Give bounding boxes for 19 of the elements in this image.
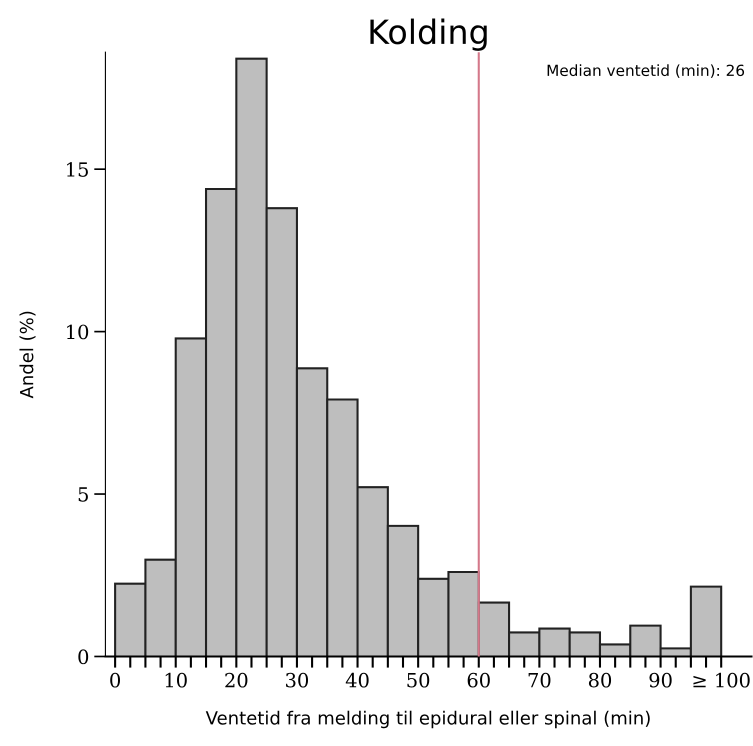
y-axis-title: Andel (%) (19, 312, 36, 398)
x-tick-label: 40 (346, 672, 369, 688)
x-axis-title: Ventetid fra melding til epidural eller spinal (min) (206, 710, 650, 728)
x-tick-label: 90 (649, 672, 672, 688)
x-tick-label: 80 (588, 672, 612, 688)
x-tick-label: ≥ 100 (693, 672, 750, 688)
y-tick-label: 0 (78, 649, 88, 664)
x-tick-label: 20 (225, 672, 248, 688)
x-tick-label: 0 (110, 672, 120, 688)
x-tick-label: 10 (166, 672, 187, 688)
y-tick-label: 15 (67, 162, 88, 177)
chart-title: Kolding (370, 18, 487, 51)
x-tick-label: 70 (528, 672, 550, 688)
x-tick-label: 30 (286, 672, 308, 688)
x-tick-label: 60 (468, 672, 490, 688)
x-tick-label: 50 (407, 672, 430, 688)
annotation: Median ventetid (min): 26 (548, 64, 744, 78)
y-tick-label: 5 (78, 487, 88, 502)
y-tick-label: 10 (67, 324, 88, 340)
